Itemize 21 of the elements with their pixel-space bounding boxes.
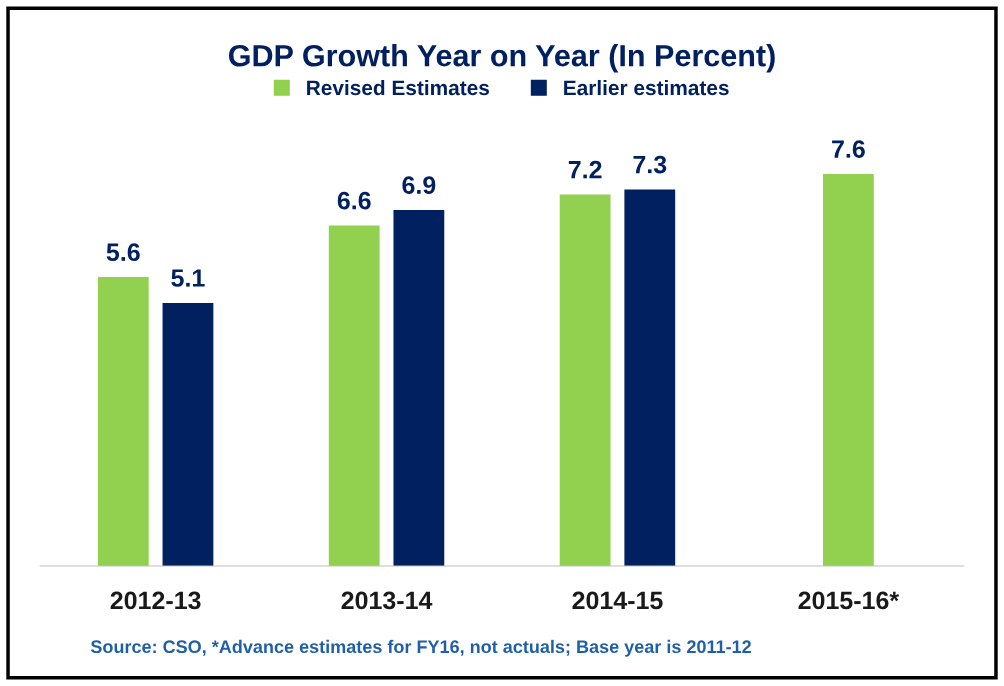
bar [624, 189, 676, 566]
chart-title: GDP Growth Year on Year (In Percent) [228, 44, 775, 73]
bar [97, 277, 149, 566]
data-label: 6.9 [402, 176, 436, 194]
bar [162, 302, 214, 566]
data-label: 7.6 [832, 140, 865, 158]
bar [559, 194, 611, 566]
bar [393, 210, 445, 566]
data-label: 5.1 [171, 269, 205, 287]
data-label: 7.2 [568, 160, 602, 179]
data-label: 6.6 [337, 191, 371, 210]
legend-label: Earlier estimates [564, 79, 729, 96]
x-tick-label: 2012-13 [110, 591, 201, 610]
data-label: 5.6 [106, 243, 140, 262]
data-label: 7.3 [633, 155, 667, 174]
bar [328, 225, 380, 566]
source-note: Source: CSO, *Advance estimates for FY16, not actuals; Base year is 2011-12 [90, 639, 751, 657]
legend-label: Revised Estimates [307, 79, 489, 96]
x-tick-label: 2013-14 [341, 591, 433, 610]
x-tick-label: 2015-16* [798, 591, 900, 610]
x-tick-label: 2014-15 [572, 591, 663, 610]
